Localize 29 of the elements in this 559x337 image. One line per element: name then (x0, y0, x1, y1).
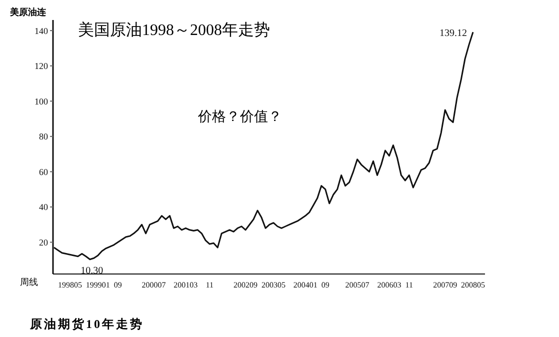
x-tick-label: 200507 (345, 280, 370, 290)
y-tick-label: 80 (39, 132, 48, 142)
x-tick-label: 09 (114, 280, 122, 290)
x-tick-label: 200209 (234, 280, 258, 290)
x-tick-label: 200805 (461, 280, 485, 290)
y-tick-label: 40 (39, 202, 48, 212)
y-tick-label: 20 (39, 237, 48, 248)
x-tick-label: 200007 (142, 280, 166, 290)
chart-title: 美国原油1998～2008年走势 (78, 20, 270, 41)
x-axis-title: 周线 (20, 276, 38, 289)
x-tick-label: 199805 (58, 280, 82, 290)
x-tick-label: 11 (405, 280, 414, 290)
x-tick-label: 200401 (293, 280, 318, 290)
x-tick-label: 09 (321, 280, 330, 290)
x-tick-label: 200103 (174, 280, 198, 290)
x-tick-label: 200305 (261, 280, 286, 290)
x-tick-label: 11 (206, 280, 214, 290)
x-tick-label: 200709 (433, 280, 458, 290)
annotation: 价格？价值？ (198, 108, 282, 126)
y-tick-label: 120 (34, 61, 48, 72)
text: 原油期货10年走势 (30, 316, 144, 333)
data-label: 10.30 (80, 265, 104, 276)
y-tick-label: 60 (39, 166, 48, 177)
y-tick-label: 140 (34, 26, 48, 36)
y-axis-title: 美原油连 (10, 6, 46, 19)
y-tick-label: 100 (34, 96, 48, 106)
x-tick-label: 200603 (377, 280, 402, 290)
x-tick-label: 199901 (86, 280, 110, 290)
data-label: 139.12 (440, 28, 467, 40)
